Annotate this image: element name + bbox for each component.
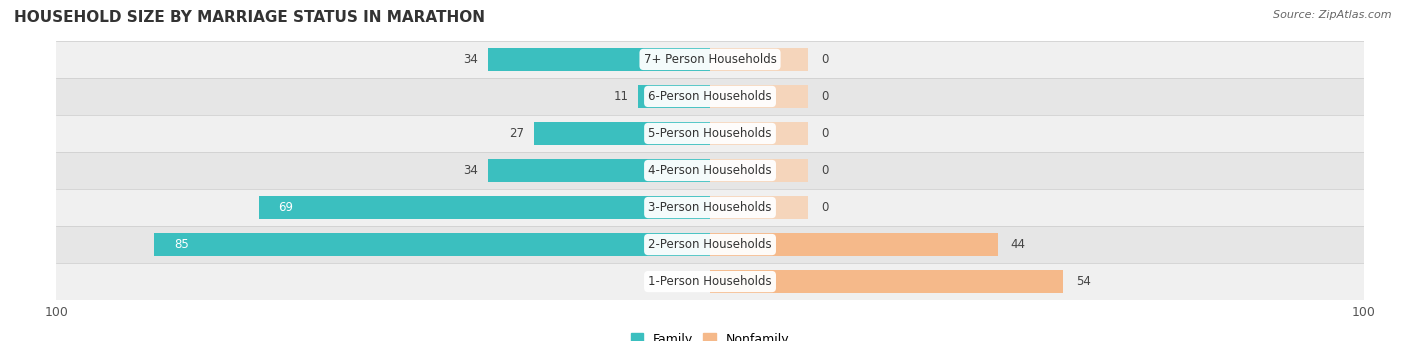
Bar bbox=[710, 159, 808, 182]
Bar bbox=[638, 85, 710, 108]
Bar bbox=[488, 159, 710, 182]
Text: HOUSEHOLD SIZE BY MARRIAGE STATUS IN MARATHON: HOUSEHOLD SIZE BY MARRIAGE STATUS IN MAR… bbox=[14, 10, 485, 25]
Bar bbox=[259, 196, 710, 219]
Bar bbox=[533, 122, 710, 145]
Text: 34: 34 bbox=[463, 164, 478, 177]
Text: 54: 54 bbox=[1076, 275, 1091, 288]
Bar bbox=[56, 78, 1364, 115]
Bar bbox=[710, 122, 808, 145]
Text: 69: 69 bbox=[278, 201, 294, 214]
Bar bbox=[488, 48, 710, 71]
Text: 27: 27 bbox=[509, 127, 523, 140]
Text: 11: 11 bbox=[613, 90, 628, 103]
Text: 85: 85 bbox=[174, 238, 188, 251]
Bar bbox=[56, 226, 1364, 263]
Text: 4-Person Households: 4-Person Households bbox=[648, 164, 772, 177]
Text: 2-Person Households: 2-Person Households bbox=[648, 238, 772, 251]
Bar bbox=[710, 233, 998, 256]
Text: 6-Person Households: 6-Person Households bbox=[648, 90, 772, 103]
Bar bbox=[710, 85, 808, 108]
Text: 0: 0 bbox=[821, 90, 828, 103]
Legend: Family, Nonfamily: Family, Nonfamily bbox=[626, 328, 794, 341]
Text: 0: 0 bbox=[821, 127, 828, 140]
Bar bbox=[710, 270, 1063, 293]
Text: 44: 44 bbox=[1011, 238, 1026, 251]
Text: Source: ZipAtlas.com: Source: ZipAtlas.com bbox=[1274, 10, 1392, 20]
Text: 0: 0 bbox=[821, 53, 828, 66]
Bar bbox=[56, 115, 1364, 152]
Text: 5-Person Households: 5-Person Households bbox=[648, 127, 772, 140]
Text: 34: 34 bbox=[463, 53, 478, 66]
Text: 1-Person Households: 1-Person Households bbox=[648, 275, 772, 288]
Bar bbox=[56, 263, 1364, 300]
Text: 3-Person Households: 3-Person Households bbox=[648, 201, 772, 214]
Text: 7+ Person Households: 7+ Person Households bbox=[644, 53, 776, 66]
Bar bbox=[56, 41, 1364, 78]
Text: 0: 0 bbox=[821, 164, 828, 177]
Text: 0: 0 bbox=[821, 201, 828, 214]
Bar bbox=[56, 189, 1364, 226]
Bar bbox=[710, 196, 808, 219]
Bar bbox=[710, 48, 808, 71]
Bar bbox=[155, 233, 710, 256]
Bar bbox=[56, 152, 1364, 189]
